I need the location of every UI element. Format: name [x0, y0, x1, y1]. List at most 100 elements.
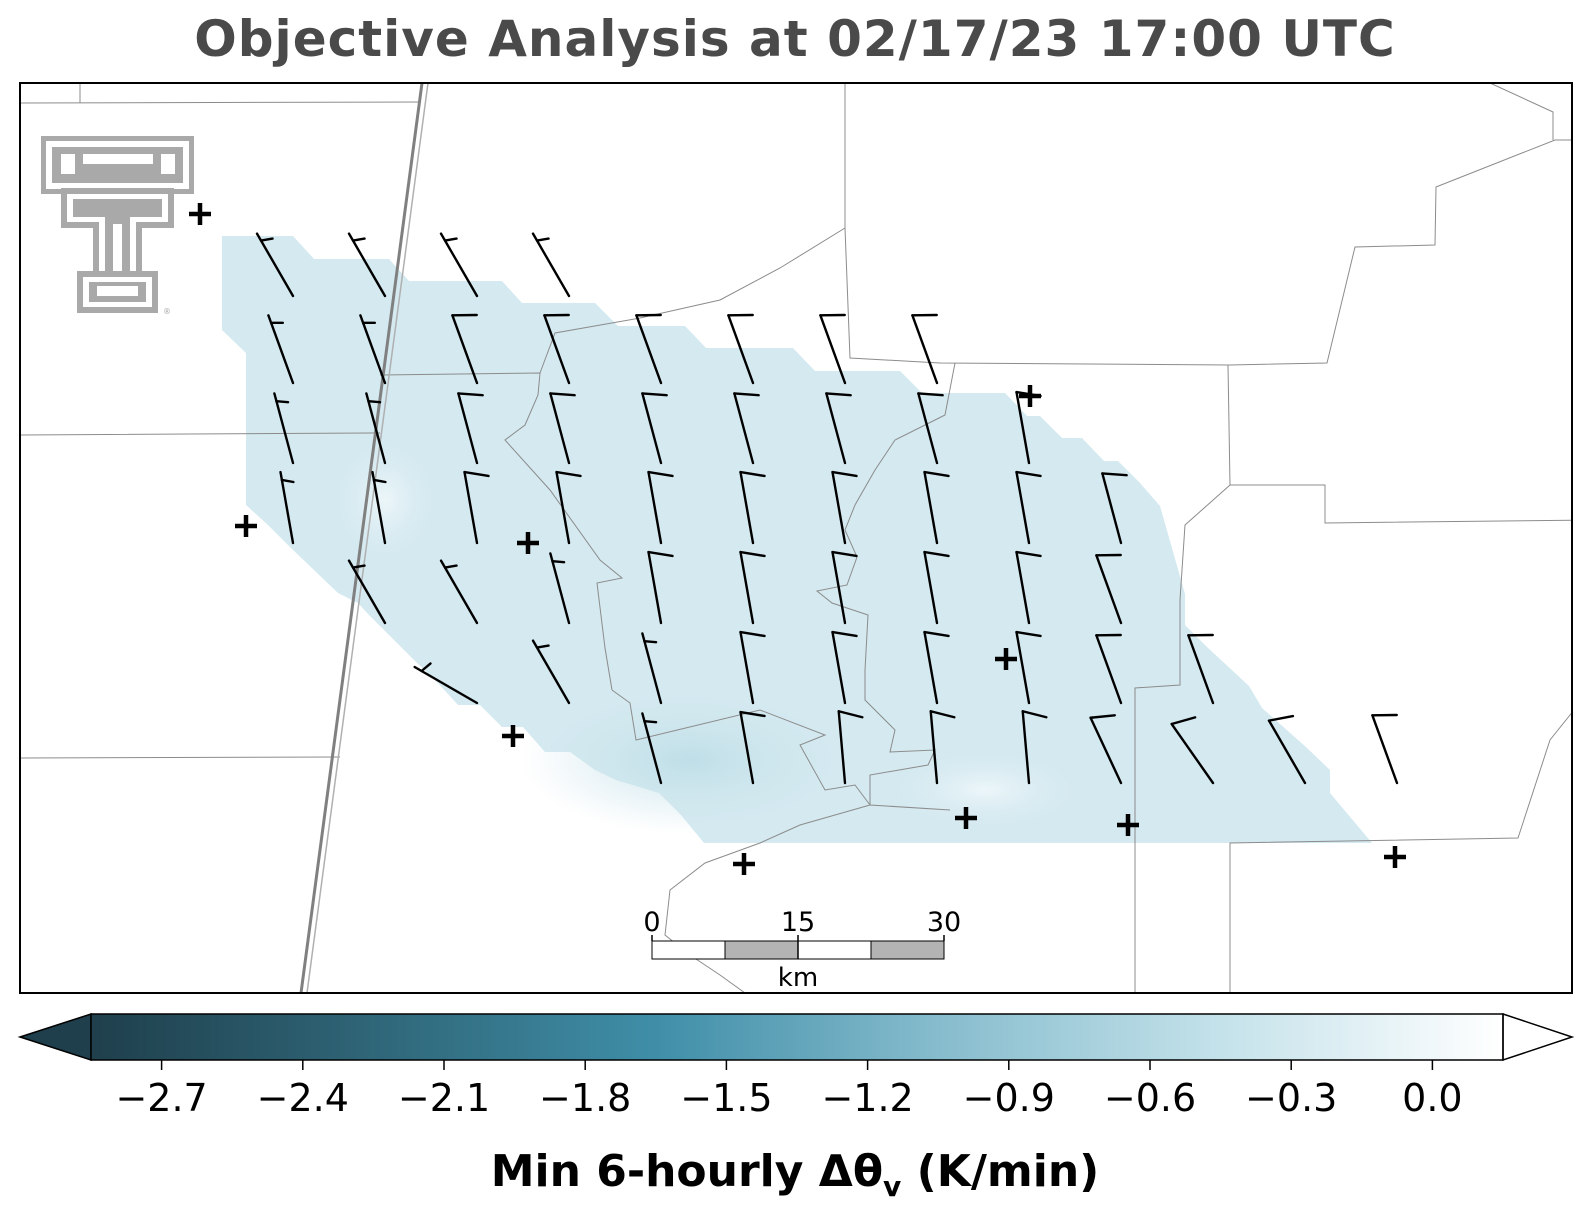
- wind-barb: [255, 232, 295, 298]
- colorbar: −2.7 −2.4 −2.1 −1.8 −1.5 −1.2 −0.9 −0.6 −0.3 0.0: [17, 1012, 1575, 1120]
- wind-barb: [347, 232, 387, 298]
- wind-barb: [413, 662, 479, 705]
- scale-bar: 0 15 30 km: [643, 907, 961, 993]
- colorbar-extend-min: [17, 1012, 92, 1062]
- colorbar-tick-label: −2.7: [115, 1076, 207, 1120]
- scale-bar-unit: km: [778, 963, 818, 993]
- colorbar-ticks: −2.7 −2.4 −2.1 −1.8 −1.5 −1.2 −0.9 −0.6 −0.3 0.0: [115, 1060, 1463, 1120]
- wind-barb: [837, 710, 864, 785]
- station-marker: [502, 725, 524, 747]
- wind-barb: [439, 232, 479, 298]
- colorbar-tick-label: −2.1: [398, 1076, 490, 1120]
- wind-barb: [531, 232, 571, 298]
- station-marker: [733, 853, 755, 875]
- colorbar-tick-label: −1.2: [821, 1076, 913, 1120]
- texas-tech-double-t-logo: ®: [41, 136, 194, 316]
- wind-barb: [641, 712, 663, 785]
- wind-barb: [1015, 550, 1042, 625]
- wind-barb: [1371, 713, 1399, 785]
- station-marker: [995, 648, 1017, 670]
- wind-barb: [911, 313, 939, 385]
- wind-barb: [451, 313, 479, 385]
- wind-barb: [371, 470, 387, 545]
- wind-barb: [1015, 470, 1042, 545]
- wind-barb: [555, 470, 582, 545]
- wind-barb: [929, 710, 956, 785]
- scale-bar-tick-30: 30: [927, 907, 961, 938]
- map-title: Objective Analysis at 02/17/23 17:00 UTC: [194, 10, 1396, 68]
- wind-barb: [531, 639, 571, 705]
- wind-barb: [439, 559, 479, 625]
- colorbar-tick-label: −1.8: [539, 1076, 631, 1120]
- colorbar-body: [91, 1014, 1503, 1060]
- colorbar-label-units: (K/min): [901, 1146, 1100, 1197]
- colorbar-tick-label: −0.9: [963, 1076, 1055, 1120]
- wind-barb: [641, 392, 668, 465]
- map-frame: [19, 82, 1573, 994]
- wind-barb: [279, 470, 295, 545]
- wind-barb: [819, 313, 847, 385]
- wind-barb: [739, 710, 766, 785]
- wind-barb: [739, 630, 766, 705]
- wind-barb: [635, 313, 663, 385]
- wind-barb: [267, 314, 295, 385]
- wind-barb: [549, 552, 571, 625]
- analysis-region-fill: [222, 236, 1372, 843]
- wind-barb: [917, 392, 944, 465]
- station-marker: [189, 203, 211, 225]
- analysis-darker-zone: [520, 685, 860, 835]
- analysis-lighter-zone-2: [325, 430, 445, 570]
- station-marker: [1117, 814, 1139, 836]
- wind-barb: [739, 470, 766, 545]
- wind-barb: [457, 392, 484, 465]
- wind-barb: [733, 392, 760, 465]
- wind-barb: [1089, 714, 1123, 785]
- wind-barb: [647, 470, 674, 545]
- scale-bar-segment: [797, 940, 872, 960]
- wind-barb: [1187, 633, 1215, 705]
- wind-barb: [647, 550, 674, 625]
- colorbar-tick-label: −0.3: [1245, 1076, 1337, 1120]
- state-border-line: [299, 83, 429, 993]
- wind-barb: [365, 392, 387, 465]
- wind-barb: [1170, 716, 1215, 785]
- station-marker: [1019, 385, 1041, 407]
- wind-barbs: [255, 232, 1399, 785]
- scale-bar-segment: [724, 940, 799, 960]
- station-marker: [235, 515, 257, 537]
- station-marker: [517, 532, 539, 554]
- map-panel: ® 0 15 30 km: [19, 82, 1573, 994]
- scale-bar-tick-15: 15: [781, 907, 815, 938]
- colorbar-label-subscript: v: [883, 1169, 902, 1203]
- wind-barb: [1021, 710, 1048, 785]
- wind-barb: [1015, 630, 1042, 705]
- analysis-shading: [222, 236, 1372, 843]
- wind-barb: [923, 550, 950, 625]
- wind-barb: [1095, 553, 1123, 625]
- colorbar-tick-label: −0.6: [1104, 1076, 1196, 1120]
- wind-barb: [359, 314, 387, 385]
- colorbar-label-main: Min 6-hourly Δθ: [490, 1146, 884, 1197]
- wind-barb: [549, 392, 576, 465]
- scale-bar-segment: [870, 940, 945, 960]
- scale-bar-tick-0: 0: [643, 907, 660, 938]
- colorbar-tick-label: 0.0: [1402, 1076, 1462, 1120]
- wind-barb: [923, 470, 950, 545]
- colorbar-label: Min 6-hourly Δθv (K/min): [0, 1146, 1590, 1203]
- wind-barb: [831, 630, 858, 705]
- colorbar-tick-label: −2.4: [257, 1076, 349, 1120]
- wind-barb: [831, 550, 858, 625]
- wind-barb: [641, 632, 663, 705]
- scale-bar-segment: [651, 940, 726, 960]
- wind-barb: [273, 392, 295, 465]
- colorbar-extend-max: [1502, 1012, 1575, 1062]
- analysis-lighter-zone: [875, 745, 1095, 835]
- wind-barb: [1101, 472, 1128, 545]
- wind-barb: [727, 313, 755, 385]
- station-marker: [1384, 846, 1406, 868]
- station-marker: [955, 807, 977, 829]
- wind-barb: [543, 313, 571, 385]
- wind-barb: [1095, 633, 1123, 705]
- wind-barb: [347, 559, 387, 625]
